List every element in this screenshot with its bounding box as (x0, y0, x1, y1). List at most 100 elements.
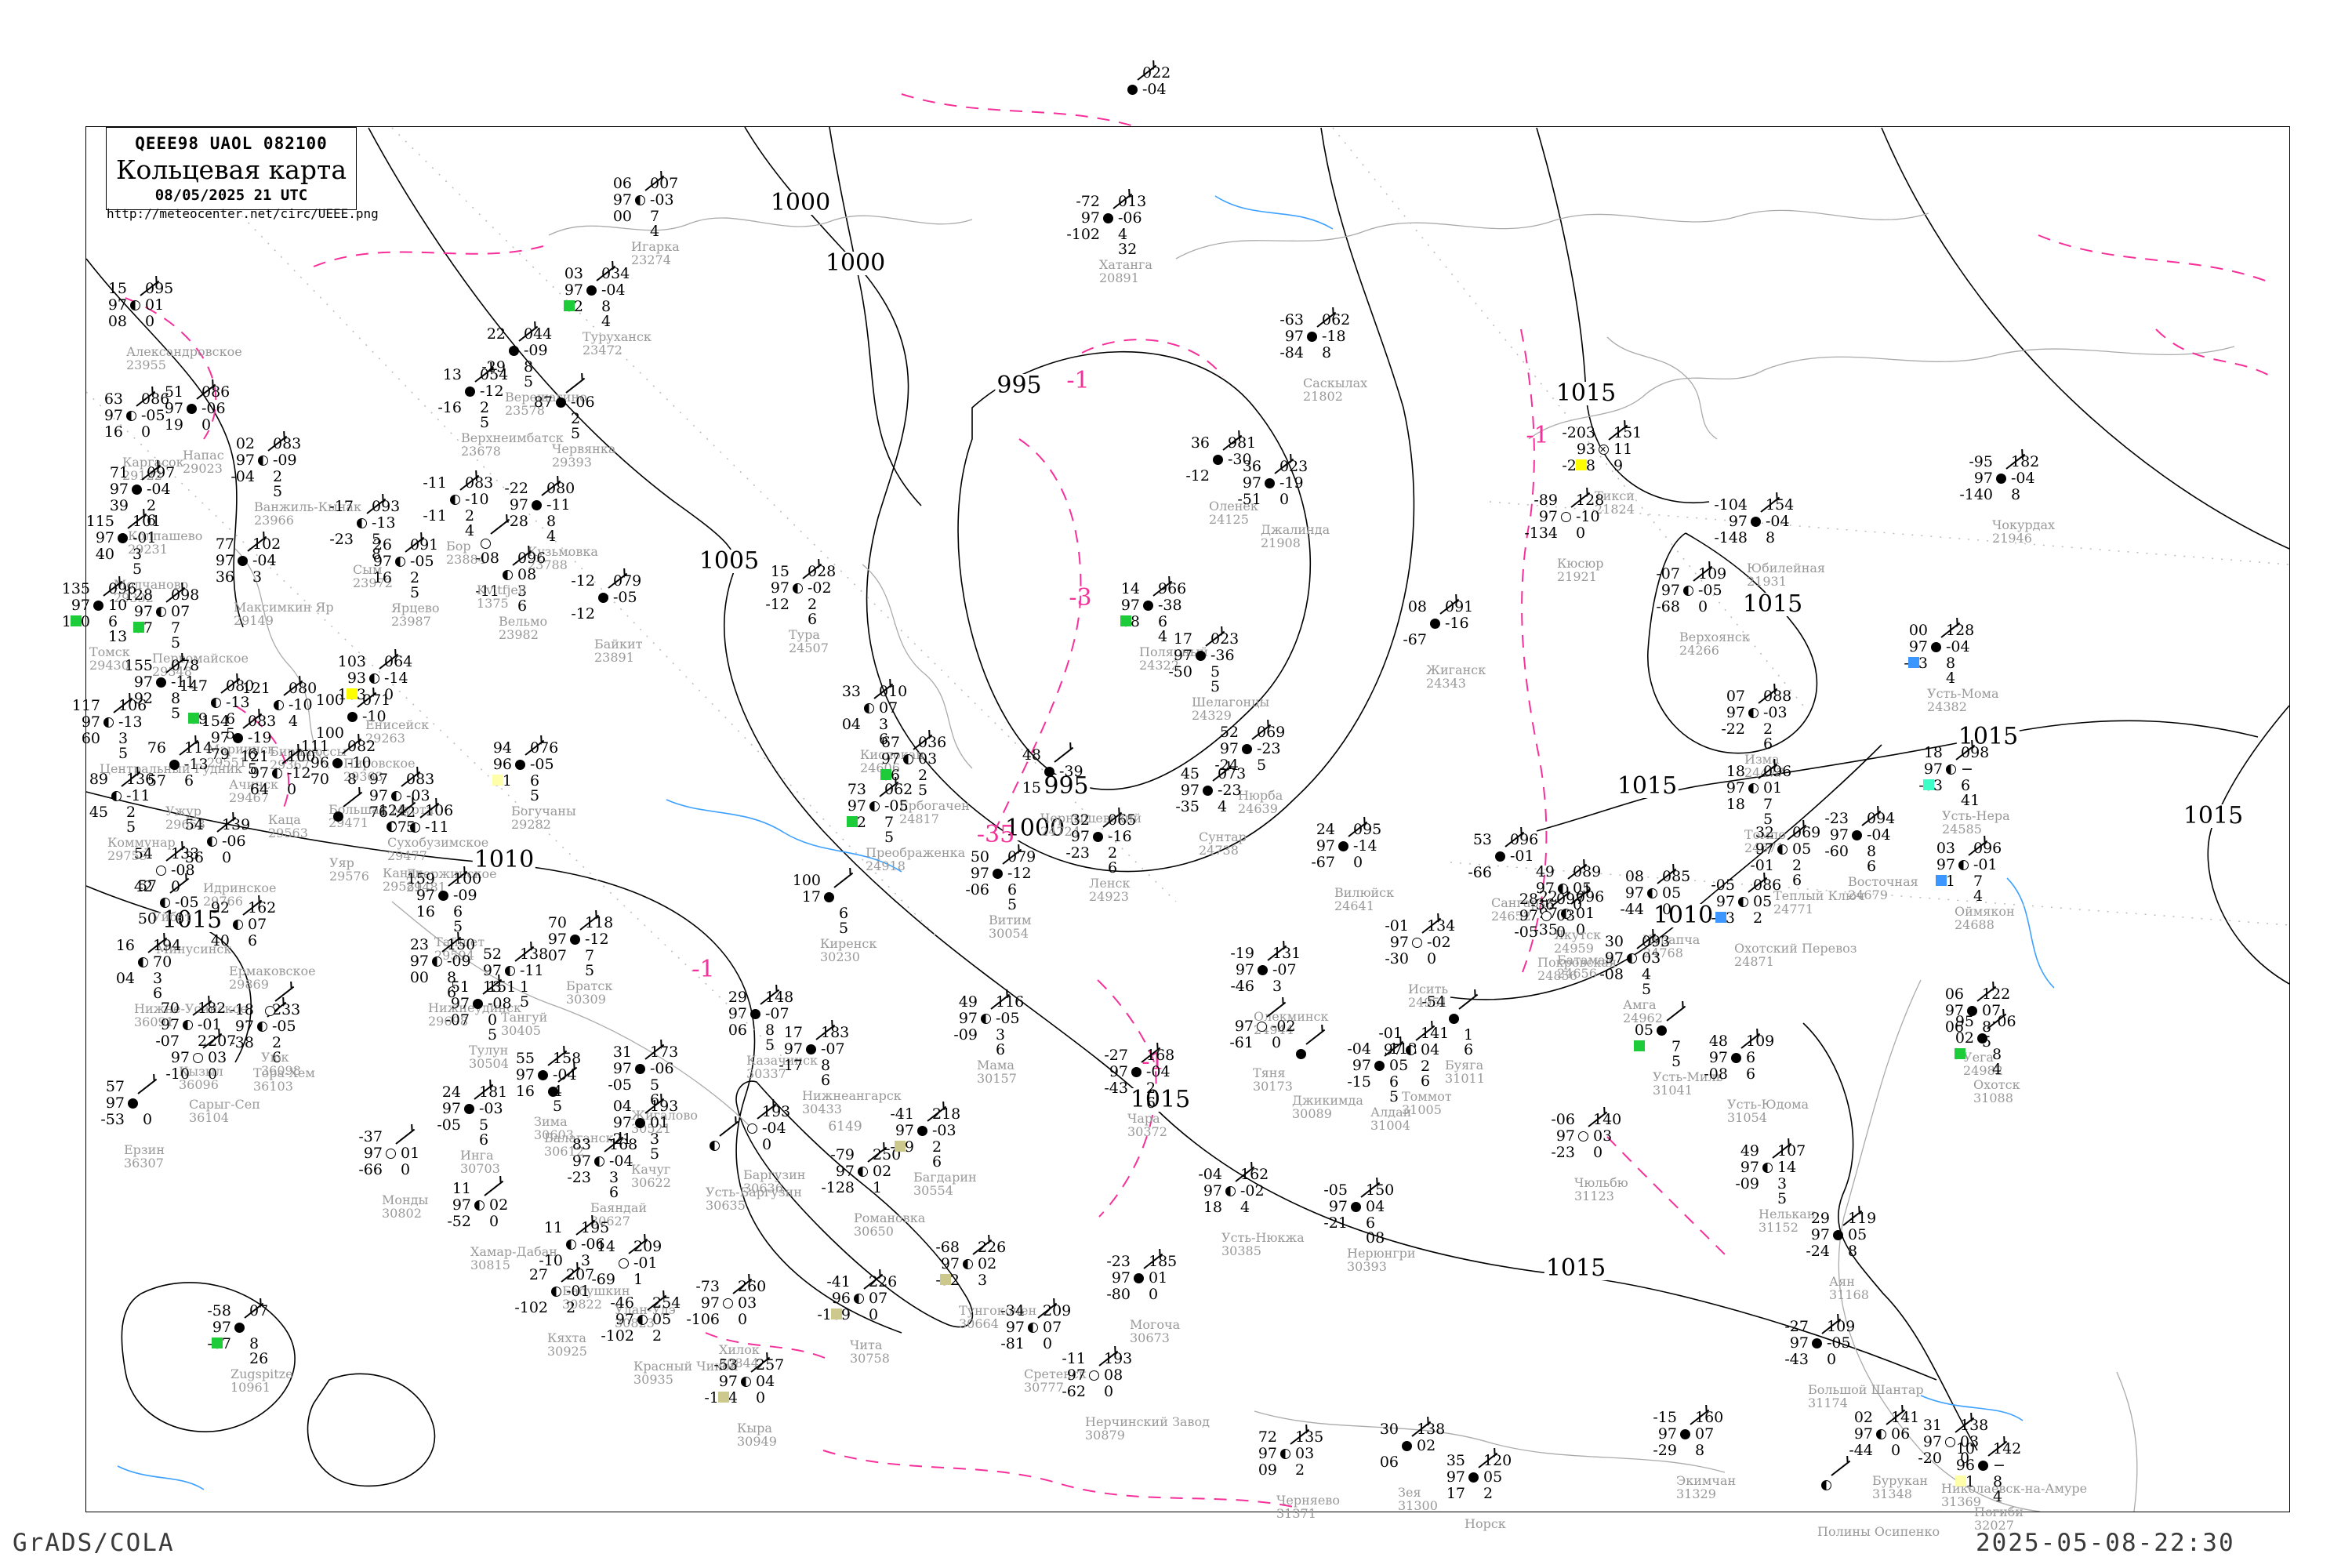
station-value-tl: 51 (450, 978, 470, 996)
station-value-tl: 14 (1120, 580, 1140, 597)
station-name: Большой Шантар 31174 (1808, 1382, 1924, 1410)
station-value-mr: -18 (1322, 328, 1346, 345)
station-circle-icon (1103, 213, 1113, 223)
station-value-tl: -19 (1230, 945, 1254, 962)
station-name: Zugspitze 10961 (230, 1367, 293, 1395)
station-value-tl: 00 (1908, 622, 1928, 639)
station-circle-icon (619, 1258, 629, 1269)
station-value-r3: 0 (143, 1111, 153, 1128)
station-value-ml: 97 (1109, 1063, 1128, 1080)
station-value-r3: 2 (566, 1299, 576, 1316)
station-name: Уега 24982 (1963, 1050, 2003, 1078)
station-value-tl: -17 (329, 498, 354, 515)
station-value-mr: 01 (401, 1145, 420, 1162)
station-name: Хилок 30844 (719, 1342, 760, 1370)
station-name: Коммунар 29759 (107, 835, 176, 863)
station-value-mr: -01 (132, 529, 157, 546)
station-value-mr: -11 (171, 673, 195, 691)
station-value-mr: 05 (1483, 1468, 1503, 1486)
station-value-r3: 7 (1763, 796, 1773, 813)
station-value-tl: -06 (1551, 1111, 1575, 1128)
station-value-bl: -81 (1000, 1335, 1025, 1352)
station-value-bl: -05 (1514, 924, 1538, 941)
station-name: Казачинск 30337 (746, 1053, 818, 1081)
station-value-ml: 97 (1180, 782, 1200, 799)
station-name: Ярцево 23987 (391, 601, 440, 629)
station-value-r3: 0 (384, 686, 394, 703)
station-value-tl: 159 (406, 870, 435, 887)
station-name: Туруханск 23472 (583, 329, 652, 358)
station-value-tl: -15 (1653, 1409, 1677, 1426)
station-value-tl: -11 (1062, 1350, 1086, 1367)
station-value-r4: 6 (1792, 872, 1802, 889)
station-value-mr: 03 (738, 1294, 757, 1312)
station-value-mr: -38 (1158, 597, 1182, 614)
station-value-r3: 5 (1257, 757, 1267, 774)
station-value-r3: 0 (401, 1161, 411, 1178)
station-value-bl: -06 (965, 881, 989, 898)
station-value-ml: 97 (1173, 647, 1192, 664)
station-name: Усть-Баргузин 30635 (706, 1185, 802, 1213)
station-name: Якутск 24959 (1554, 927, 1602, 956)
station-value-r4: 6 (1763, 735, 1773, 753)
station-value-tl: -04 (1347, 1040, 1371, 1058)
station-value-ml: 97 (1242, 474, 1261, 492)
isotherm-label: -35 (976, 821, 1015, 848)
station-name: Усть-Юдома 31054 (1727, 1097, 1809, 1125)
station-value-mr: -30 (1228, 451, 1252, 468)
station-name: Тяня 30173 (1253, 1065, 1293, 1094)
station-value-tl: 22 (1538, 888, 1558, 906)
station-value-mr: 05 (1792, 840, 1812, 858)
station-circle-icon (333, 811, 343, 822)
station-value-bl: -23 (329, 531, 354, 548)
station-value-mr: 07 (171, 603, 191, 620)
station-name: Kvitfjell 1375 (477, 583, 527, 611)
station-value-ml: 97 (210, 729, 230, 746)
station-value-mr: 01 (1576, 905, 1595, 922)
station-circle-icon (387, 822, 397, 832)
map-title: Кольцевая карта (115, 154, 347, 185)
station-value-r4: 6 (479, 1131, 489, 1149)
station-circle-icon (1876, 1429, 1886, 1439)
station-circle-icon (450, 495, 460, 505)
station-circle-icon (1307, 332, 1317, 342)
station-name: Колпашево 29231 (128, 528, 203, 557)
station-value-r3: 5 (650, 1076, 660, 1094)
station-value-tl: -37 (358, 1128, 383, 1145)
station-circle-icon (1751, 517, 1761, 527)
station-value-ml: 97 (1726, 779, 1745, 797)
station-value-r4: 5 (273, 483, 283, 500)
isobar-label: 1015 (1615, 772, 1679, 800)
station-value-tl: -203 (1562, 424, 1595, 441)
station-value-r3: 7 (884, 814, 895, 831)
station-value-tl: -73 (695, 1278, 720, 1295)
station-circle-icon (509, 346, 519, 356)
station-value-r4: 6 (932, 1153, 942, 1171)
station-square-icon (1715, 912, 1726, 923)
station-square-icon (188, 713, 199, 724)
station-name: Мама 30157 (977, 1058, 1017, 1086)
station-value-ml: 97 (160, 1016, 180, 1033)
station-value-tl: -18 (230, 1001, 254, 1018)
station-name: Джалинда 21908 (1261, 522, 1330, 550)
station-value-r3: 4 (1642, 966, 1652, 983)
station-value-mr: 08 (1104, 1367, 1123, 1384)
station-value-r4: 4 (650, 223, 660, 240)
station-name: Кяхта 30925 (547, 1330, 587, 1359)
station-value-mr: -13 (226, 694, 250, 711)
station-value-mr: -14 (1353, 837, 1377, 855)
station-value-r3: 0 (1573, 896, 1583, 913)
station-square-icon (1936, 875, 1947, 886)
station-name: Нерюнгри 30393 (1347, 1246, 1416, 1274)
station-value-tl: 49 (958, 993, 978, 1011)
station-circle-icon (238, 556, 248, 566)
station-circle-icon (741, 1377, 751, 1387)
station-value-ml: 97 (1219, 740, 1239, 757)
station-circle-icon (132, 485, 142, 495)
station-value-tl: 70 (160, 1000, 180, 1017)
station-circle-icon (1852, 830, 1862, 840)
station-value-bl: -35 (1175, 798, 1200, 815)
station-value-bl: -38 (230, 1034, 254, 1051)
station-circle-icon (1406, 1045, 1416, 1055)
station-value-r3: 6 (1366, 1214, 1376, 1232)
